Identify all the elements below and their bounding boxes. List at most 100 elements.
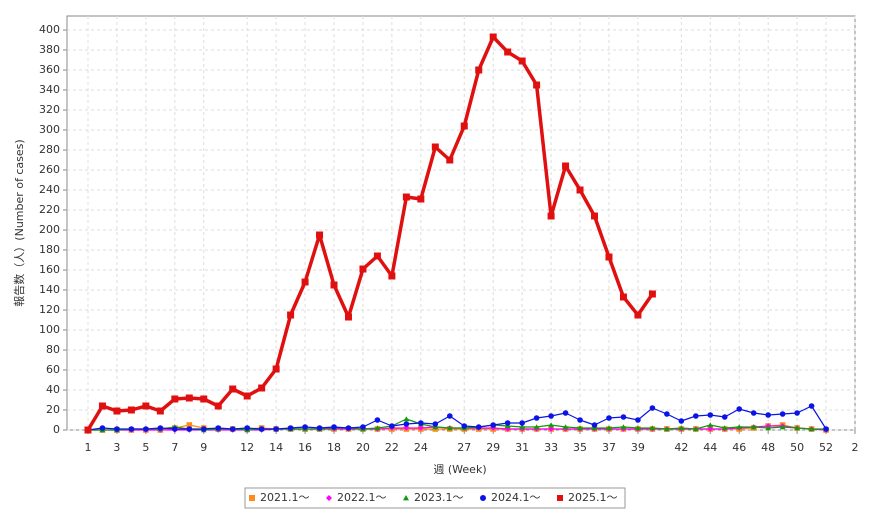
y-tick-label: 0 bbox=[53, 423, 60, 436]
data-point bbox=[243, 392, 251, 400]
data-point bbox=[185, 394, 193, 402]
data-point bbox=[258, 384, 266, 392]
x-tick-label: 46 bbox=[732, 441, 746, 454]
data-point bbox=[808, 403, 815, 409]
data-point bbox=[504, 420, 511, 426]
data-point bbox=[562, 162, 570, 170]
data-point bbox=[272, 365, 280, 373]
data-point bbox=[779, 424, 786, 430]
y-tick-label: 100 bbox=[39, 323, 60, 336]
y-tick-label: 200 bbox=[39, 223, 60, 236]
data-point bbox=[127, 406, 135, 414]
data-point bbox=[750, 424, 757, 430]
data-point bbox=[649, 425, 656, 431]
data-point bbox=[591, 212, 599, 220]
data-point bbox=[186, 426, 193, 432]
data-point bbox=[389, 423, 395, 429]
data-point bbox=[576, 186, 584, 194]
x-tick-label: 9 bbox=[200, 441, 207, 454]
x-tick-label: 50 bbox=[790, 441, 804, 454]
data-point bbox=[128, 426, 135, 432]
data-point bbox=[273, 426, 279, 432]
data-point bbox=[736, 406, 743, 412]
y-tick-label: 280 bbox=[39, 143, 60, 156]
data-point bbox=[113, 407, 121, 415]
data-point bbox=[431, 143, 439, 151]
data-point bbox=[359, 265, 367, 273]
data-point bbox=[200, 395, 208, 403]
legend-marker bbox=[403, 495, 409, 501]
data-point bbox=[186, 422, 193, 428]
x-tick-label: 48 bbox=[761, 441, 775, 454]
y-tick-label: 40 bbox=[46, 383, 60, 396]
y-tick-label: 240 bbox=[39, 183, 60, 196]
y-tick-label: 160 bbox=[39, 263, 60, 276]
x-tick-label: 37 bbox=[602, 441, 616, 454]
data-point bbox=[823, 426, 829, 432]
y-tick-label: 380 bbox=[39, 43, 60, 56]
y-tick-label: 320 bbox=[39, 103, 60, 116]
data-point bbox=[142, 402, 150, 410]
data-point bbox=[533, 81, 541, 89]
y-tick-label: 140 bbox=[39, 283, 60, 296]
legend-marker bbox=[480, 495, 486, 501]
data-point bbox=[562, 410, 569, 416]
data-point bbox=[693, 426, 699, 432]
x-tick-label: 42 bbox=[674, 441, 688, 454]
data-point bbox=[504, 48, 512, 56]
data-point bbox=[446, 156, 454, 164]
data-point bbox=[591, 422, 598, 428]
data-point bbox=[808, 426, 815, 432]
data-point bbox=[84, 426, 92, 434]
data-point bbox=[648, 290, 656, 298]
data-point bbox=[707, 412, 714, 418]
data-point bbox=[215, 425, 222, 431]
data-point bbox=[143, 426, 149, 432]
data-point bbox=[606, 425, 612, 431]
data-point bbox=[302, 424, 308, 430]
data-point bbox=[417, 195, 425, 203]
series-line bbox=[87, 418, 827, 431]
y-tick-label: 340 bbox=[39, 83, 60, 96]
y-tick-label: 260 bbox=[39, 163, 60, 176]
data-point bbox=[721, 414, 728, 420]
x-tick-label: 18 bbox=[327, 441, 341, 454]
legend-label: 2022.1～ bbox=[337, 491, 387, 504]
data-point bbox=[330, 281, 338, 289]
data-point bbox=[345, 425, 352, 431]
data-point bbox=[432, 421, 439, 427]
data-point bbox=[794, 410, 800, 416]
data-point bbox=[373, 252, 381, 260]
data-point bbox=[461, 423, 468, 429]
data-point bbox=[460, 122, 468, 130]
data-point bbox=[446, 413, 453, 419]
data-point bbox=[518, 57, 526, 65]
x-tick-label: 7 bbox=[171, 441, 178, 454]
x-axis-label: 週 (Week) bbox=[433, 463, 486, 476]
data-point bbox=[547, 212, 555, 220]
x-tick-label: 22 bbox=[385, 441, 399, 454]
y-tick-label: 360 bbox=[39, 63, 60, 76]
data-point bbox=[750, 410, 757, 416]
y-tick-label: 20 bbox=[46, 403, 60, 416]
x-tick-label: 35 bbox=[573, 441, 587, 454]
x-tick-label: 39 bbox=[631, 441, 645, 454]
data-point bbox=[635, 425, 641, 431]
data-point bbox=[446, 425, 453, 431]
data-point bbox=[287, 311, 295, 319]
data-point bbox=[736, 424, 743, 430]
plot-area bbox=[66, 15, 856, 431]
data-point bbox=[693, 413, 699, 419]
data-point bbox=[287, 425, 294, 431]
x-tick-label: 5 bbox=[142, 441, 149, 454]
data-point bbox=[489, 33, 497, 41]
data-point bbox=[634, 311, 642, 319]
data-point bbox=[548, 426, 554, 432]
x-tick-label: 1 bbox=[84, 441, 91, 454]
data-point bbox=[316, 425, 323, 431]
data-point bbox=[678, 418, 685, 424]
legend-label: 2024.1～ bbox=[491, 491, 541, 504]
series-line bbox=[86, 35, 654, 431]
data-point bbox=[606, 415, 612, 421]
